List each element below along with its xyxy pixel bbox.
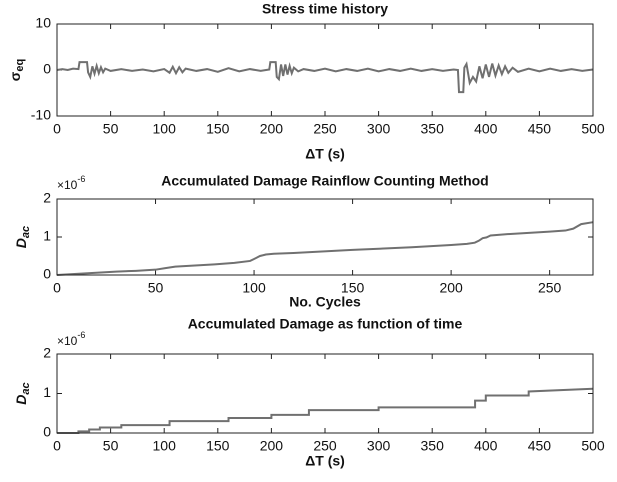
y-tick-label: 1 xyxy=(43,228,51,244)
x-tick-label: 150 xyxy=(341,280,365,296)
y-tick-label: -10 xyxy=(31,107,51,123)
x-tick-label: 50 xyxy=(103,121,119,137)
x-tick-label: 0 xyxy=(53,121,61,137)
x-tick-label: 350 xyxy=(421,438,445,454)
x-tick-label: 300 xyxy=(367,121,391,137)
x-tick-label: 400 xyxy=(474,438,498,454)
y-tick-label: 2 xyxy=(43,190,51,206)
x-tick-label: 300 xyxy=(367,438,391,454)
chart-title: Accumulated Damage as function of time xyxy=(188,316,463,332)
x-tick-label: 0 xyxy=(53,280,61,296)
x-tick-label: 200 xyxy=(260,121,284,137)
axes-box xyxy=(57,354,593,433)
x-tick-label: 100 xyxy=(153,121,177,137)
x-tick-label: 250 xyxy=(313,121,337,137)
y-multiplier: ×10-6 xyxy=(57,330,85,348)
x-axis-label: ΔT (s) xyxy=(305,453,345,469)
axes-frame xyxy=(56,198,594,276)
axes-box xyxy=(57,199,593,275)
y-tick-label: 0 xyxy=(43,61,51,77)
x-tick-label: 250 xyxy=(538,280,562,296)
x-tick-label: 400 xyxy=(474,121,498,137)
y-tick-label: 0 xyxy=(43,266,51,282)
y-tick-label: 10 xyxy=(35,15,51,31)
data-line xyxy=(56,61,594,94)
x-tick-label: 150 xyxy=(206,438,230,454)
multiplier-exponent: -6 xyxy=(77,174,85,184)
y-axis-label: σeq xyxy=(7,59,26,81)
y-axis-subscript: ac xyxy=(20,226,32,238)
x-tick-label: 50 xyxy=(103,438,119,454)
y-axis-subscript: eq xyxy=(14,59,26,72)
data-line xyxy=(56,221,594,276)
y-axis-symbol: D xyxy=(13,238,29,248)
x-axis-label: No. Cycles xyxy=(289,294,361,310)
chart-title: Stress time history xyxy=(262,1,388,17)
x-tick-label: 100 xyxy=(153,438,177,454)
y-axis-symbol: D xyxy=(13,395,29,405)
y-axis-symbol: σ xyxy=(7,71,23,81)
x-axis-label: ΔT (s) xyxy=(305,146,345,162)
x-tick-label: 500 xyxy=(581,121,605,137)
x-tick-label: 450 xyxy=(528,121,552,137)
x-tick-label: 500 xyxy=(581,438,605,454)
y-tick-label: 1 xyxy=(43,384,51,400)
multiplier-base: ×10 xyxy=(57,178,78,192)
axes-frame xyxy=(56,23,594,117)
x-tick-label: 350 xyxy=(421,121,445,137)
x-tick-label: 0 xyxy=(53,438,61,454)
x-tick-label: 200 xyxy=(439,280,463,296)
axes-frame xyxy=(56,353,594,434)
chart-title: Accumulated Damage Rainflow Counting Met… xyxy=(161,173,488,189)
multiplier-exponent: -6 xyxy=(77,330,85,340)
y-axis-label: Dac xyxy=(13,226,32,248)
y-axis-label: Dac xyxy=(13,382,32,404)
multiplier-base: ×10 xyxy=(57,334,78,348)
y-axis-subscript: ac xyxy=(20,382,32,394)
x-tick-label: 50 xyxy=(148,280,164,296)
y-tick-label: 0 xyxy=(43,424,51,440)
x-tick-label: 100 xyxy=(242,280,266,296)
data-line xyxy=(57,387,594,434)
x-tick-label: 150 xyxy=(206,121,230,137)
x-tick-label: 250 xyxy=(313,438,337,454)
x-tick-label: 450 xyxy=(528,438,552,454)
x-tick-label: 200 xyxy=(260,438,284,454)
y-multiplier: ×10-6 xyxy=(57,174,85,192)
y-tick-label: 2 xyxy=(43,345,51,361)
